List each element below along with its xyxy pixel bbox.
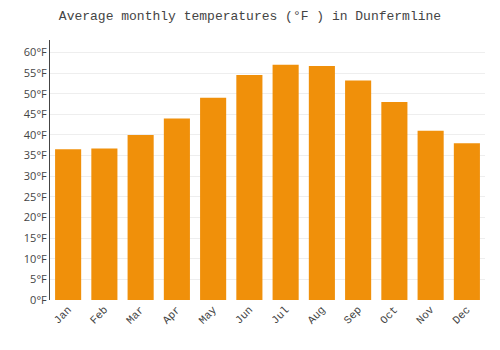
svg-text:50°F: 50°F: [24, 86, 47, 101]
svg-text:20°F: 20°F: [24, 209, 47, 224]
svg-text:45°F: 45°F: [24, 106, 47, 121]
svg-text:5°F: 5°F: [30, 271, 47, 286]
svg-text:30°F: 30°F: [24, 168, 47, 183]
svg-text:35°F: 35°F: [24, 147, 47, 162]
svg-text:40°F: 40°F: [24, 127, 47, 142]
svg-text:Mar: Mar: [124, 304, 146, 326]
svg-text:Apr: Apr: [160, 304, 182, 326]
svg-text:55°F: 55°F: [24, 65, 47, 80]
svg-text:Jul: Jul: [269, 304, 291, 326]
svg-text:Dec: Dec: [450, 304, 472, 326]
svg-text:15°F: 15°F: [24, 230, 47, 245]
svg-text:Feb: Feb: [88, 304, 110, 326]
svg-text:60°F: 60°F: [24, 44, 47, 59]
svg-text:Average monthly temperatures (: Average monthly temperatures (°F ) in Du…: [59, 9, 441, 24]
svg-text:Jan: Jan: [52, 304, 74, 326]
svg-text:Jun: Jun: [233, 304, 255, 326]
svg-text:25°F: 25°F: [24, 189, 47, 204]
svg-text:Sep: Sep: [342, 304, 364, 326]
svg-text:0°F: 0°F: [30, 292, 47, 307]
svg-text:May: May: [197, 304, 220, 327]
svg-text:Oct: Oct: [378, 304, 400, 326]
svg-text:Aug: Aug: [305, 304, 327, 326]
svg-text:10°F: 10°F: [24, 251, 47, 266]
svg-text:Nov: Nov: [414, 304, 437, 327]
